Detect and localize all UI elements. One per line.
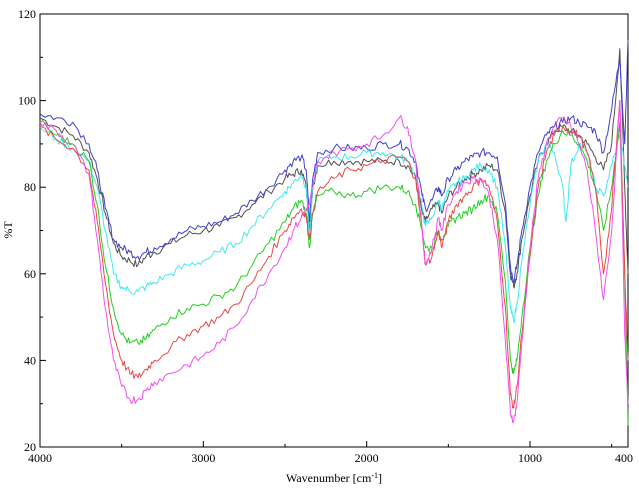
y-axis-title: %T <box>1 221 15 239</box>
spectrum-line-3 <box>39 126 629 324</box>
x-tick-label: 1000 <box>518 451 542 465</box>
y-tick-label: 100 <box>18 94 36 108</box>
x-tick-label: 3000 <box>191 451 215 465</box>
x-axis-title-main: Wavenumber [cm <box>286 471 372 485</box>
y-tick-label: 20 <box>24 440 36 454</box>
y-tick-label: 80 <box>24 180 36 194</box>
y-axis-ticks: 20 40 60 80 100 120 <box>18 7 46 454</box>
x-axis-title: Wavenumber [cm-1] <box>286 471 382 485</box>
spectrum-line-4 <box>39 120 629 426</box>
x-axis-title-sup: -1 <box>371 471 378 480</box>
y-tick-label: 40 <box>24 353 36 367</box>
spectrum-line-6 <box>39 100 629 423</box>
y-tick-label: 120 <box>18 7 36 21</box>
x-tick-label: 400 <box>615 451 633 465</box>
x-axis-title-close: ] <box>378 471 382 485</box>
x-tick-label: 2000 <box>355 451 379 465</box>
x-axis-ticks: 4000 3000 2000 1000 400 <box>28 441 633 465</box>
y-tick-label: 60 <box>24 267 36 281</box>
plot-frame <box>39 13 629 448</box>
spectrum-line-2 <box>39 39 629 284</box>
series-layer <box>39 39 629 426</box>
spectrum-line-5 <box>39 100 629 409</box>
x-tick-label: 4000 <box>28 451 52 465</box>
